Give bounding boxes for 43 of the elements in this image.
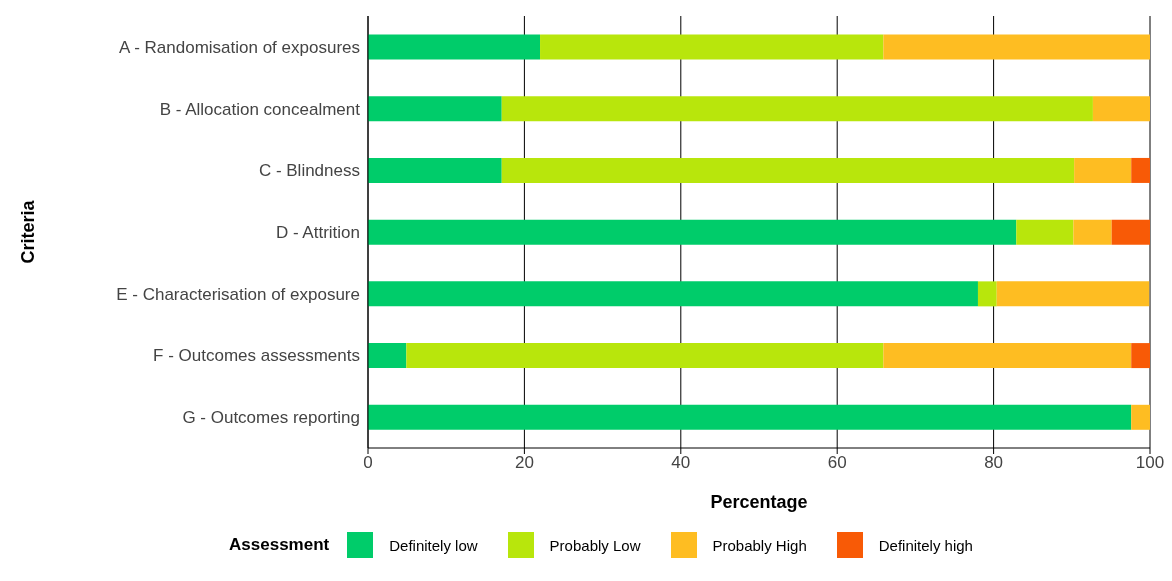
x-tick-label: 100 — [1135, 453, 1165, 473]
bar — [1074, 157, 1132, 183]
bar — [1073, 219, 1112, 245]
bar — [1016, 219, 1074, 245]
bar — [883, 34, 1150, 60]
bar — [368, 219, 1017, 245]
legend-label: Probably High — [712, 536, 807, 554]
bar — [1131, 343, 1150, 369]
y-tick-label: B - Allocation concealment — [159, 99, 361, 119]
bar — [368, 281, 978, 307]
x-axis-title: Percentage — [710, 492, 808, 512]
bar — [368, 404, 1132, 430]
y-tick-label: G - Outcomes reporting — [182, 408, 360, 428]
bar — [406, 343, 884, 369]
bar — [996, 281, 1150, 307]
bar — [368, 96, 502, 122]
y-tick-label: E - Characterisation of exposure — [116, 284, 360, 304]
x-tick-label: 80 — [984, 453, 1004, 473]
bar — [368, 34, 541, 60]
x-tick-label: 20 — [514, 453, 534, 473]
bar — [540, 34, 884, 60]
bar — [1111, 219, 1150, 245]
bar — [977, 281, 997, 307]
bar — [1092, 96, 1150, 122]
y-tick-label: A - Randomisation of exposures — [119, 37, 360, 57]
bar — [368, 157, 502, 183]
legend-label: Probably Low — [549, 536, 641, 554]
legend-label: Definitely high — [878, 536, 973, 554]
y-tick-label: F - Outcomes assessments — [153, 346, 360, 366]
x-tick-label: 0 — [363, 453, 373, 473]
bar — [368, 343, 407, 369]
legend-title: Assessment — [229, 535, 330, 555]
y-tick-label: C - Blindness — [258, 161, 360, 181]
bar — [501, 157, 1075, 183]
legend-label: Definitely low — [389, 536, 478, 554]
x-tick-label: 40 — [671, 453, 691, 473]
bar — [1131, 157, 1150, 183]
y-tick-label: D - Attrition — [275, 223, 360, 243]
bar — [1131, 404, 1150, 430]
bar — [883, 343, 1132, 369]
bar — [501, 96, 1093, 122]
x-tick-label: 60 — [827, 453, 847, 473]
y-axis-title: Criteria — [18, 199, 39, 264]
